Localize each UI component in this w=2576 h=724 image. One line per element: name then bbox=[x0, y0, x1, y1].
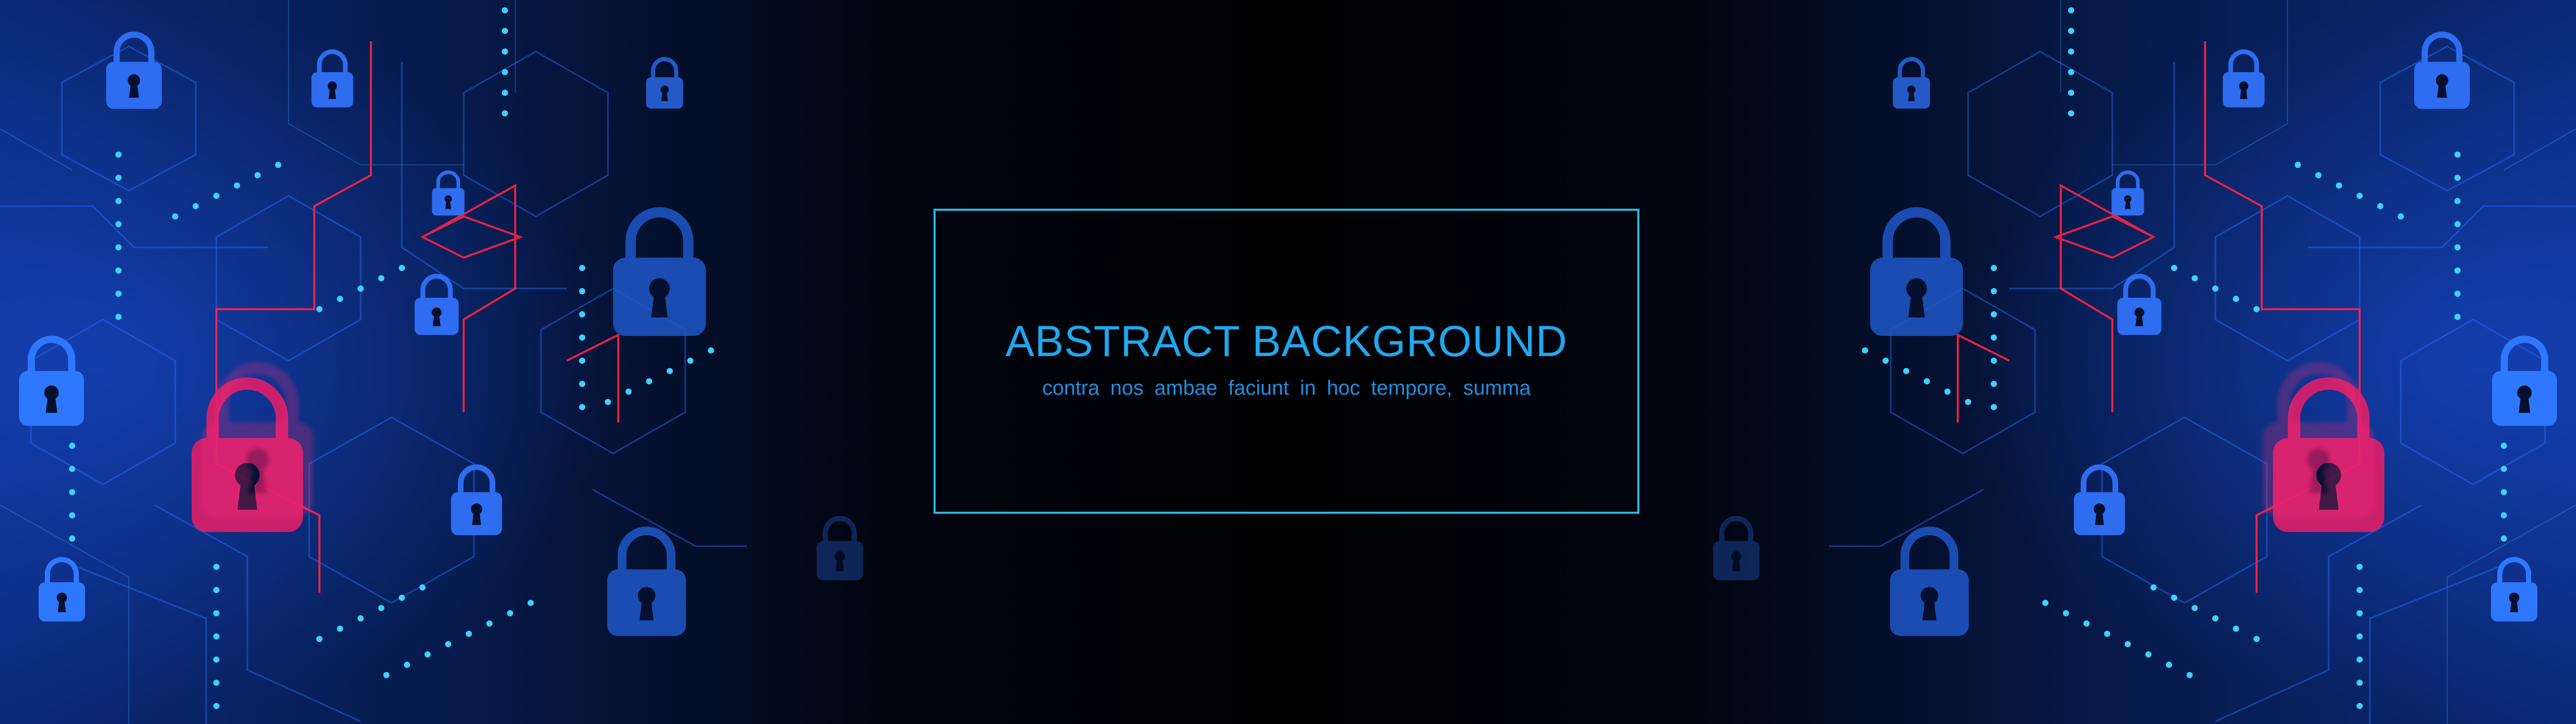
banner-title: ABSTRACT BACKGROUND bbox=[1005, 317, 1568, 365]
title-frame: ABSTRACT BACKGROUND contra nos ambae fac… bbox=[934, 209, 1639, 514]
banner-subtitle: contra nos ambae faciunt in hoc tempore,… bbox=[1042, 377, 1531, 399]
